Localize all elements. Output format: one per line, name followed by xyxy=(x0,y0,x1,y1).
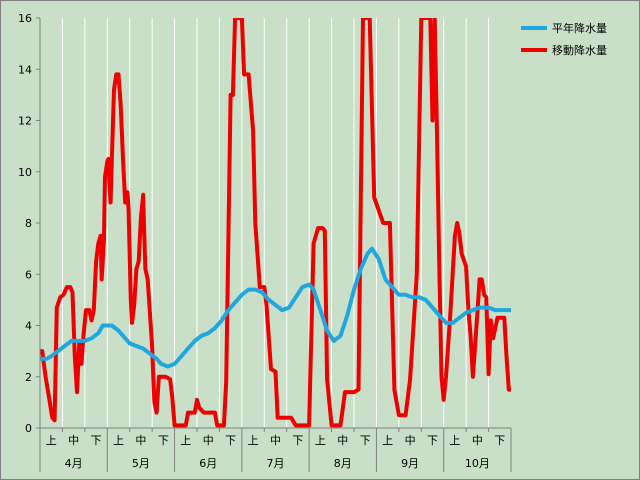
y-tick-label: 4 xyxy=(25,320,32,333)
x-tick-label-month: 8月 xyxy=(334,457,352,470)
x-tick-label-month: 9月 xyxy=(401,457,419,470)
series-line-normal-precipitation xyxy=(40,246,511,369)
x-tick-label-period: 上 xyxy=(315,434,326,447)
x-tick-label-period: 下 xyxy=(427,434,438,447)
legend-label: 移動降水量 xyxy=(552,43,607,57)
x-tick-label-month: 4月 xyxy=(65,457,83,470)
x-tick-label-period: 上 xyxy=(46,434,57,447)
x-tick-label-period: 中 xyxy=(337,434,348,447)
y-tick-label: 2 xyxy=(25,371,32,384)
x-tick-label-period: 中 xyxy=(135,434,146,447)
x-tick-label-period: 下 xyxy=(292,434,303,447)
y-tick-label: 14 xyxy=(18,63,32,76)
legend-label: 平年降水量 xyxy=(552,21,607,35)
x-tick-label-period: 下 xyxy=(158,434,169,447)
x-tick-label-period: 上 xyxy=(248,434,259,447)
axes: 0246810121416上中下4月上中下5月上中下6月上中下7月上中下8月上中… xyxy=(18,12,512,472)
x-tick-label-period: 中 xyxy=(270,434,281,447)
x-tick-label-period: 中 xyxy=(68,434,79,447)
x-tick-label-period: 上 xyxy=(382,434,393,447)
x-tick-label-month: 7月 xyxy=(267,457,285,470)
x-tick-label-period: 上 xyxy=(113,434,124,447)
x-tick-label-month: 10月 xyxy=(465,457,490,470)
x-tick-label-month: 5月 xyxy=(132,457,150,470)
x-tick-label-month: 6月 xyxy=(199,457,217,470)
y-tick-label: 8 xyxy=(25,217,32,230)
x-tick-label-period: 下 xyxy=(494,434,505,447)
x-tick-label-period: 中 xyxy=(203,434,214,447)
series-lines xyxy=(40,18,511,428)
y-tick-label: 12 xyxy=(18,115,32,128)
series-line-moving-precipitation xyxy=(40,18,511,428)
x-tick-label-period: 中 xyxy=(405,434,416,447)
y-tick-label: 0 xyxy=(25,422,32,435)
x-tick-label-period: 下 xyxy=(91,434,102,447)
y-tick-label: 16 xyxy=(18,12,32,25)
x-tick-label-period: 下 xyxy=(360,434,371,447)
x-tick-label-period: 上 xyxy=(449,434,460,447)
x-tick-label-period: 下 xyxy=(225,434,236,447)
y-tick-label: 6 xyxy=(25,268,32,281)
y-tick-label: 10 xyxy=(18,166,32,179)
x-tick-label-period: 中 xyxy=(472,434,483,447)
x-tick-label-period: 上 xyxy=(180,434,191,447)
